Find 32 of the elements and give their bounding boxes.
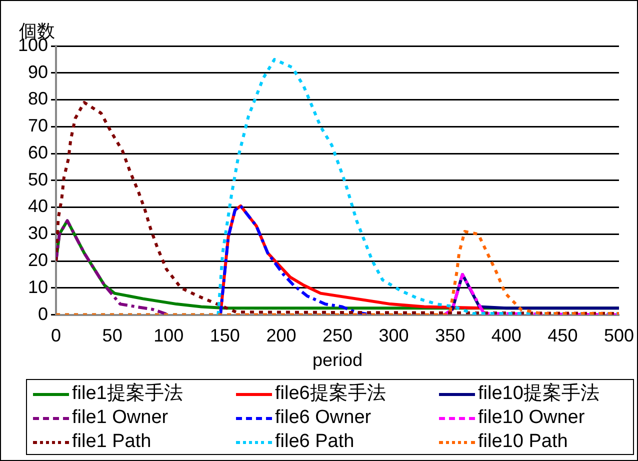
y-tick-label: 50: [28, 169, 48, 190]
y-tick-label: 60: [28, 142, 48, 162]
y-tick-label: 70: [28, 116, 48, 136]
legend-label: file6 Path: [275, 431, 354, 453]
x-tick-label: 450: [548, 326, 578, 346]
legend-label: file10提案手法: [478, 383, 600, 405]
y-tick-label: 10: [28, 276, 48, 297]
y-tick-label: 20: [28, 250, 48, 270]
legend-label: file10 Owner: [478, 407, 585, 429]
x-axis-title: period: [312, 350, 363, 370]
legend-label: file1 Path: [72, 431, 152, 453]
x-tick-label: 200: [266, 326, 296, 346]
y-tick-label: 0: [38, 304, 48, 324]
legend-label: file6 Owner: [275, 407, 372, 429]
x-tick-label: 0: [51, 326, 62, 346]
x-tick-label: 100: [154, 326, 184, 346]
x-tick-label: 300: [378, 326, 409, 346]
legend-label: file6提案手法: [275, 383, 386, 405]
x-tick-label: 50: [102, 326, 122, 346]
y-tick-label: 40: [28, 196, 48, 216]
y-tick-label: 80: [28, 88, 48, 109]
x-tick-label: 500: [604, 326, 634, 346]
y-tick-label: 30: [28, 223, 48, 244]
x-tick-label: 350: [435, 326, 466, 346]
legend-label: file1 Owner: [72, 407, 168, 429]
y-tick-label: 90: [28, 62, 48, 82]
x-tick-label: 150: [210, 326, 240, 346]
line-series: [218, 204, 373, 315]
legend-label: file10 Path: [478, 431, 568, 453]
legend-label: file1提案手法: [72, 383, 183, 405]
x-tick-label: 400: [491, 326, 522, 346]
x-tick-label: 250: [322, 326, 353, 346]
